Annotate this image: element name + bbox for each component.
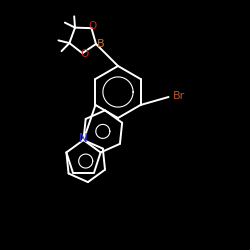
Text: B: B	[97, 39, 105, 49]
Text: N: N	[79, 132, 88, 144]
Text: O: O	[88, 21, 96, 31]
Text: Br: Br	[172, 91, 185, 101]
Text: O: O	[80, 49, 88, 59]
